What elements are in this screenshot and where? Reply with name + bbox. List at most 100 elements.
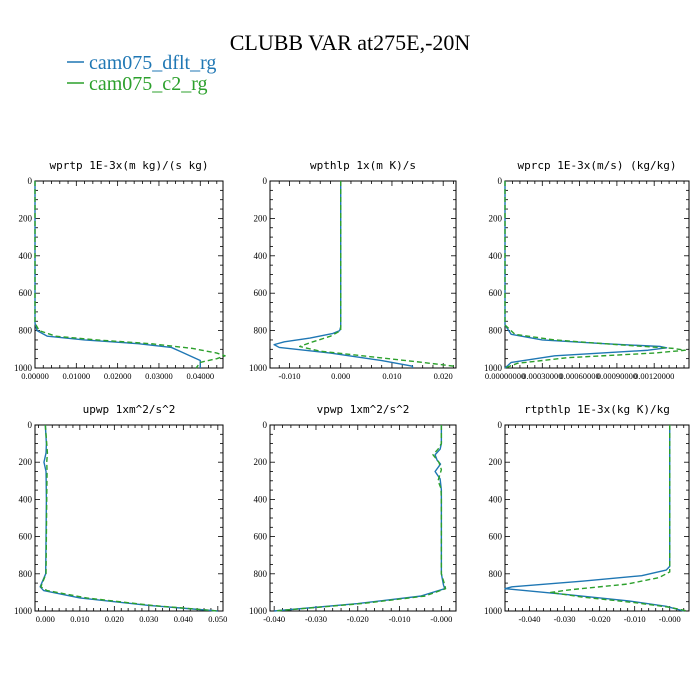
- x-tick-label: 0.050: [208, 614, 227, 624]
- x-tick-label: -0.030: [305, 614, 327, 624]
- series-line-0: [34, 181, 201, 368]
- y-tick-label: 0: [28, 176, 33, 186]
- y-tick-label: 200: [489, 457, 503, 467]
- legend: cam075_dflt_rg cam075_c2_rg: [67, 52, 216, 95]
- x-tick-label: -0.010: [389, 614, 411, 624]
- x-tick-label: 0.000: [36, 614, 55, 624]
- x-tick-label: 0.00090000: [597, 371, 637, 381]
- subplot-title: rtpthlp 1E-3x(kg K)/kg: [524, 403, 670, 416]
- series-line-1: [34, 181, 226, 369]
- x-tick-label: 0.02000: [104, 371, 132, 381]
- y-tick-label: 600: [254, 288, 268, 298]
- series-line-0: [39, 424, 218, 612]
- x-tick-label: -0.010: [624, 614, 646, 624]
- y-tick-label: 200: [19, 213, 33, 223]
- x-tick-label: 0.01000: [63, 371, 91, 381]
- x-tick-label: -0.020: [347, 614, 369, 624]
- legend-label-1: cam075_c2_rg: [89, 73, 208, 95]
- y-tick-label: 600: [489, 288, 503, 298]
- series-line-1: [299, 181, 455, 368]
- y-tick-label: 800: [489, 326, 503, 336]
- x-tick-label: -0.000: [430, 614, 452, 624]
- x-tick-label: -0.040: [263, 614, 285, 624]
- y-tick-label: 0: [498, 420, 503, 430]
- subplot-title: upwp 1xm^2/s^2: [83, 403, 176, 416]
- subplot-title: wprcp 1E-3x(m/s) (kg/kg): [518, 159, 677, 172]
- plot-frame: [504, 424, 690, 612]
- x-tick-label: 0.00120000: [634, 371, 674, 381]
- y-tick-label: 400: [254, 251, 268, 261]
- series-line-1: [549, 425, 688, 612]
- subplot-5: rtpthlp 1E-3x(kg K)/kg 0 200 400 600 800 1000 -…: [484, 403, 690, 624]
- y-tick-label: 1000: [249, 606, 268, 616]
- y-tick-label: 400: [254, 494, 268, 504]
- y-tick-label: 400: [489, 251, 503, 261]
- x-tick-label: -0.000: [659, 614, 681, 624]
- x-tick-label: 0.040: [174, 614, 193, 624]
- y-tick-label: 400: [19, 251, 33, 261]
- subplot-2: wprcp 1E-3x(m/s) (kg/kg) 0 200 400 600 800 100…: [484, 159, 690, 381]
- plot-frame: [34, 424, 224, 612]
- series-line-0: [504, 425, 684, 612]
- subplot-title: wpthlp 1x(m K)/s: [310, 159, 416, 172]
- x-tick-label: 0.000: [331, 371, 350, 381]
- subplot-title: vpwp 1xm^2/s^2: [317, 403, 410, 416]
- series-line-1: [274, 425, 447, 612]
- subplot-4: vpwp 1xm^2/s^2 0 200 400 600 800 1000-0.040 -0.…: [249, 403, 457, 624]
- y-tick-label: 0: [498, 176, 503, 186]
- y-tick-label: 800: [489, 569, 503, 579]
- y-tick-label: 1000: [484, 606, 503, 616]
- y-tick-label: 1000: [14, 606, 33, 616]
- y-tick-label: 200: [254, 457, 268, 467]
- plot-frame: [269, 424, 457, 612]
- figure-title: CLUBB VAR at275E,-20N: [230, 30, 471, 55]
- y-tick-label: 200: [254, 213, 268, 223]
- y-tick-label: 0: [263, 420, 268, 430]
- y-tick-label: 200: [489, 213, 503, 223]
- series-line-1: [40, 424, 218, 612]
- series-line-0: [273, 181, 414, 368]
- y-tick-label: 0: [28, 420, 33, 430]
- y-tick-label: 800: [19, 569, 33, 579]
- x-tick-label: 0.020: [105, 614, 124, 624]
- x-tick-label: -0.020: [589, 614, 611, 624]
- y-tick-label: 0: [263, 176, 268, 186]
- series-line-0: [274, 425, 446, 612]
- y-tick-label: 800: [254, 326, 268, 336]
- y-tick-label: 400: [19, 494, 33, 504]
- subplot-1: wpthlp 1x(m K)/s 0 200 400 600 800 1000 -0.010 0…: [249, 159, 457, 381]
- x-tick-label: 0.030: [139, 614, 158, 624]
- x-tick-label: 0.00030000: [522, 371, 562, 381]
- subplot-title: wprtp 1E-3x(m kg)/(s kg): [50, 159, 209, 172]
- y-tick-label: 200: [19, 457, 33, 467]
- series-line-1: [504, 181, 686, 369]
- y-tick-label: 400: [489, 494, 503, 504]
- legend-item-0: cam075_dflt_rg: [67, 52, 216, 74]
- subplot-grid: wprtp 1E-3x(m kg)/(s kg) 0 200 400 600 800 100…: [14, 159, 690, 624]
- y-tick-label: 600: [254, 532, 268, 542]
- series-line-0: [504, 181, 668, 369]
- x-tick-label: 0.03000: [145, 371, 173, 381]
- x-tick-label: 0.020: [434, 371, 453, 381]
- subplot-0: wprtp 1E-3x(m kg)/(s kg) 0 200 400 600 800 100…: [14, 159, 226, 381]
- y-tick-label: 600: [19, 288, 33, 298]
- y-tick-label: 600: [489, 532, 503, 542]
- y-tick-label: 1000: [14, 363, 33, 373]
- x-tick-label: 0.00000000: [485, 371, 525, 381]
- x-tick-label: -0.030: [554, 614, 576, 624]
- x-tick-label: 0.00060000: [559, 371, 599, 381]
- y-tick-label: 800: [254, 569, 268, 579]
- x-tick-label: 0.010: [382, 371, 401, 381]
- legend-item-1: cam075_c2_rg: [67, 73, 208, 95]
- x-tick-label: -0.040: [519, 614, 541, 624]
- x-tick-label: 0.04000: [186, 371, 214, 381]
- x-tick-label: -0.010: [278, 371, 300, 381]
- legend-label-0: cam075_dflt_rg: [89, 52, 216, 74]
- x-tick-label: 0.00000: [21, 371, 49, 381]
- plot-frame: [504, 180, 690, 369]
- y-tick-label: 800: [19, 326, 33, 336]
- y-tick-label: 600: [19, 532, 33, 542]
- y-tick-label: 1000: [484, 363, 503, 373]
